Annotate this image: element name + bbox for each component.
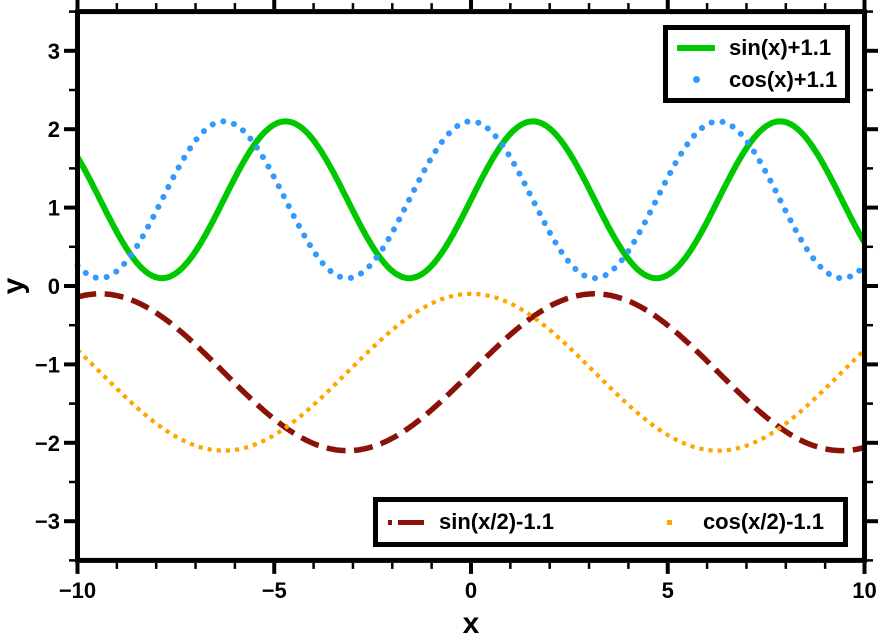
legend-label: sin(x/2)-1.1 xyxy=(439,509,554,534)
solid-line-swatch-icon xyxy=(677,45,715,52)
series-path-cos(x)+1.1 xyxy=(74,118,868,282)
plot-frame xyxy=(75,9,867,563)
y-tick-label: 3 xyxy=(48,39,60,64)
legend-bottom-center: sin(x/2)-1.1 cos(x/2)-1.1 xyxy=(373,497,848,547)
legend-label: cos(x)+1.1 xyxy=(729,66,838,92)
round-dot-swatch-icon xyxy=(692,76,700,84)
legend-swatch xyxy=(675,76,717,84)
x-tick-label: −10 xyxy=(59,578,96,603)
dash-line-swatch-icon xyxy=(398,519,424,525)
y-tick-label: 1 xyxy=(48,196,60,221)
x-tick-label: 0 xyxy=(465,578,477,603)
x-tick-label: 5 xyxy=(662,578,674,603)
series-path-sin(x)+1.1 xyxy=(74,118,868,282)
curves-layer xyxy=(74,118,868,454)
x-tick-label: −5 xyxy=(262,578,287,603)
legend-swatch xyxy=(675,45,717,52)
square-dot-swatch-icon xyxy=(667,519,673,525)
y-tick-label: −1 xyxy=(35,352,60,377)
legend-entry-sinx2: sin(x/2)-1.1 xyxy=(385,509,554,535)
y-axis-label: y xyxy=(0,277,30,294)
y-tick-label: 0 xyxy=(48,274,60,299)
series-path-sin(x/2)-1.1 xyxy=(76,291,866,454)
dash-dot-swatch-icon xyxy=(388,519,392,525)
x-tick-label: 10 xyxy=(852,578,876,603)
legend-entry-cosx: cos(x)+1.1 xyxy=(675,67,845,93)
legend-top-right: sin(x)+1.1 cos(x)+1.1 xyxy=(663,25,850,103)
y-tick-label: −3 xyxy=(35,509,60,534)
legend-swatch xyxy=(649,519,691,525)
y-tick-label: 2 xyxy=(48,117,60,142)
legend-entry-cosx2: cos(x/2)-1.1 xyxy=(649,509,824,535)
legend-swatch xyxy=(385,519,427,525)
legend-label: cos(x/2)-1.1 xyxy=(702,509,824,534)
legend-label: sin(x)+1.1 xyxy=(729,35,832,61)
x-axis-label: x xyxy=(463,607,480,637)
legend-entry-sinx: sin(x)+1.1 xyxy=(675,35,845,61)
series-path-cos(x/2)-1.1 xyxy=(76,291,866,453)
y-tick-label: −2 xyxy=(35,431,60,456)
